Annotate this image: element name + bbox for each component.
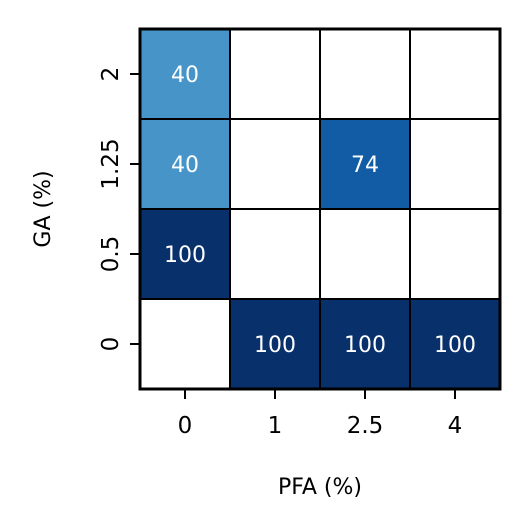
heatmap-cell-empty: [229, 118, 321, 210]
heatmap-cell: [139, 208, 231, 300]
cell-value-label: 40: [171, 63, 199, 88]
y-axis-ticks: 0 0.5 1.25 2: [98, 67, 140, 352]
cell-labels: 100 100 100 100 40 74 40: [164, 63, 476, 358]
cell-value-label: 100: [164, 243, 206, 268]
cell-value-label: 40: [171, 153, 199, 178]
plot-frame: [138, 27, 502, 391]
cell-value-label: 100: [254, 333, 296, 358]
x-tick-label: 1: [268, 413, 283, 439]
heatmap-cell-empty: [229, 208, 321, 300]
x-axis-title: PFA (%): [278, 475, 362, 500]
x-axis-ticks: 0 1 2.5 4: [178, 389, 463, 439]
y-tick-label: 0.5: [98, 236, 124, 273]
heatmap-cell-empty: [409, 28, 501, 120]
x-tick-label: 0: [178, 413, 193, 439]
heatmap-cell-empty: [319, 208, 411, 300]
cell-value-label: 100: [344, 333, 386, 358]
heatmap-cells: [139, 28, 501, 390]
heatmap-cell-empty: [139, 298, 231, 390]
cell-value-label: 100: [434, 333, 476, 358]
y-tick-label: 0: [98, 337, 124, 352]
heatmap-cell: [139, 28, 231, 120]
heatmap-cell-empty: [409, 208, 501, 300]
heatmap-cell-empty: [409, 118, 501, 210]
y-axis-title: GA (%): [31, 170, 56, 247]
y-tick-label: 1.25: [98, 138, 124, 189]
cell-value-label: 74: [351, 153, 379, 178]
heatmap-cell-empty: [319, 28, 411, 120]
heatmap-cell: [229, 298, 321, 390]
x-tick-label: 4: [448, 413, 463, 439]
heatmap-cell-empty: [229, 28, 321, 120]
y-tick-label: 2: [98, 67, 124, 82]
x-tick-label: 2.5: [347, 413, 384, 439]
